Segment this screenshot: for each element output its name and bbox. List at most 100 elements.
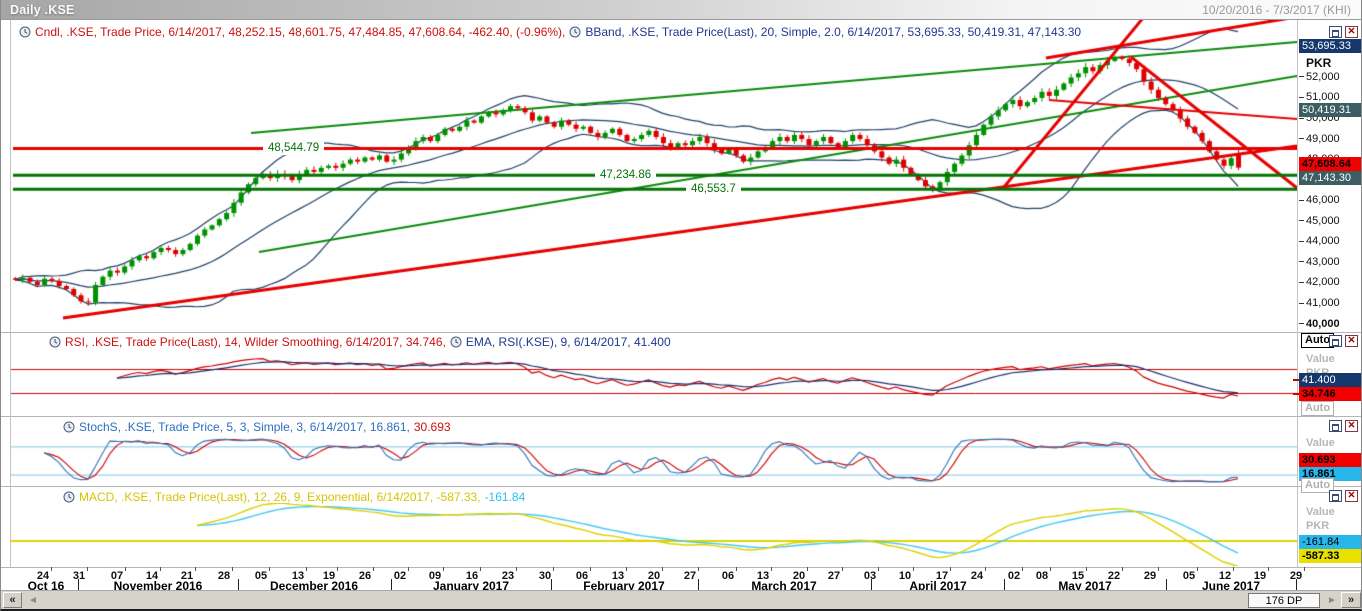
x-axis-tick-mark (807, 567, 808, 571)
panel-separator (1, 416, 1361, 417)
rsi-ema-legend-text[interactable]: EMA, RSI(.KSE), 9, 6/14/2017, 41.400 (465, 335, 671, 349)
stoch-autoscale-toggle[interactable]: Auto (1301, 478, 1335, 493)
rsi-ema-badge: 41.400 (1299, 373, 1361, 387)
x-axis-day-tick: 20 (792, 570, 806, 582)
rsi-value-badge: 34.746 (1299, 387, 1361, 401)
scroll-fast-back-button[interactable]: « (3, 592, 22, 608)
rsi-panel-controls: ✕ (1329, 335, 1358, 347)
bband-legend[interactable]: BBand, .KSE, Trade Price(Last), 20, Simp… (585, 25, 1082, 39)
macd-signal-legend-text[interactable]: -161.84 (484, 490, 526, 504)
axis-left-border (1297, 20, 1298, 567)
minimize-icon[interactable] (1329, 26, 1342, 38)
x-axis-tick-mark (985, 567, 986, 571)
stoch-panel-controls: ✕ (1329, 420, 1358, 432)
minimize-icon[interactable] (1329, 335, 1342, 347)
hline-label-1[interactable]: 48,544.79 (263, 142, 325, 155)
rsi-legend: RSI, .KSE, Trade Price(Last), 14, Wilder… (49, 335, 671, 349)
stoch-d-legend-text[interactable]: 30.693 (413, 420, 451, 434)
x-axis-tick-mark (842, 567, 843, 571)
panel-separator (1, 486, 1361, 487)
month-separator (698, 579, 699, 590)
stoch-chart-canvas[interactable] (11, 436, 1297, 485)
x-axis-day-tick: 02 (393, 570, 407, 582)
upper-band-badge: 53,695.33 (1299, 39, 1361, 53)
hline-label-2[interactable]: 47,234.86 (595, 169, 657, 182)
x-axis-day-tick: 29 (1289, 570, 1303, 582)
x-axis-month-label: November 2016 (113, 579, 203, 593)
x-axis-tick-mark (232, 567, 233, 571)
interval-clock-icon[interactable] (569, 26, 581, 38)
x-axis-month-label: May 2017 (1058, 579, 1112, 593)
x-axis-tick-mark (1304, 567, 1305, 571)
x-axis-day-tick: 14 (145, 570, 159, 582)
x-axis-month-label: Oct 16 (27, 579, 65, 593)
x-axis-day-tick: 05 (1182, 570, 1196, 582)
x-axis-day-tick: 15 (1071, 570, 1085, 582)
macd-value-label: Value (1306, 506, 1335, 518)
x-axis-day-tick: 24 (36, 570, 50, 582)
macd-value-badge: -587.33 (1299, 549, 1361, 563)
x-axis-month-label: April 2017 (909, 579, 967, 593)
x-axis-tick-mark (771, 567, 772, 571)
currency-label: PKR (1306, 56, 1332, 70)
x-axis-tick-mark (1197, 567, 1198, 571)
y-axis-tick: 42,000 (1299, 276, 1340, 289)
month-separator (1166, 579, 1167, 590)
x-axis-day-tick: 27 (683, 570, 697, 582)
macd-currency-label: PKR (1306, 520, 1330, 532)
scroll-step-forward-button[interactable]: ► (1327, 595, 1337, 606)
macd-chart-canvas[interactable] (11, 503, 1297, 566)
stoch-legend-text[interactable]: StochS, .KSE, Trade Price, 5, 3, Simple,… (79, 420, 410, 434)
x-axis-tick-mark (373, 567, 374, 571)
minimize-icon[interactable] (1329, 420, 1342, 432)
y-axis-tick: 43,000 (1299, 256, 1340, 269)
x-axis-day-tick: 19 (1253, 570, 1267, 582)
scroll-fast-forward-button[interactable]: » (1341, 592, 1361, 608)
close-icon[interactable]: ✕ (1345, 490, 1358, 502)
middle-band-badge: 50,419.31 (1299, 103, 1361, 117)
x-axis-tick-mark (1158, 567, 1159, 571)
interval-clock-icon[interactable] (19, 26, 31, 38)
x-axis-day-tick: 06 (721, 570, 735, 582)
data-points-box[interactable]: 176 DP (1248, 593, 1320, 608)
close-icon[interactable]: ✕ (1345, 420, 1358, 432)
x-axis-tick-mark (306, 567, 307, 571)
x-axis-tick-mark (480, 567, 481, 571)
chart-scrollbar[interactable]: « ◄ 176 DP ► » (1, 590, 1361, 609)
month-separator (871, 579, 872, 590)
rsi-autoscale-toggle[interactable]: Auto (1301, 401, 1335, 416)
x-axis-tick-mark (590, 567, 591, 571)
x-axis-day-tick: 10 (898, 570, 912, 582)
rsi-chart-canvas[interactable] (11, 350, 1297, 414)
x-axis-day-tick: 03 (863, 570, 877, 582)
window-title: Daily .KSE (10, 2, 75, 17)
interval-clock-icon[interactable] (63, 421, 75, 433)
x-axis-day-tick: 26 (358, 570, 372, 582)
interval-clock-icon[interactable] (49, 336, 61, 348)
x-axis-tick-mark (516, 567, 517, 571)
close-icon[interactable]: ✕ (1345, 335, 1358, 347)
x-axis-tick-mark (626, 567, 627, 571)
x-axis-tick-mark (1268, 567, 1269, 571)
scroll-step-back-button[interactable]: ◄ (28, 595, 38, 606)
hline-label-3[interactable]: 46,553.7 (686, 183, 741, 196)
x-axis-tick-mark (553, 567, 554, 571)
candle-legend[interactable]: Cndl, .KSE, Trade Price, 6/14/2017, 48,2… (35, 25, 566, 39)
close-icon[interactable]: ✕ (1345, 26, 1358, 38)
x-axis-month-label: March 2017 (751, 579, 817, 593)
x-axis-tick-mark (195, 567, 196, 571)
rsi-legend-text[interactable]: RSI, .KSE, Trade Price(Last), 14, Wilder… (65, 335, 446, 349)
interval-clock-icon[interactable] (63, 491, 75, 503)
x-axis-day-tick: 28 (217, 570, 231, 582)
x-axis-day-tick: 21 (180, 570, 194, 582)
x-axis-tick-mark (1050, 567, 1051, 571)
rsi-y-axis: 41.400 34.746 (1299, 352, 1361, 416)
x-axis-month-label: January 2017 (432, 579, 510, 593)
date-range-label: 10/20/2016 - 7/3/2017 (KHI) (1202, 2, 1351, 17)
main-autoscale-toggle[interactable]: Auto (1301, 333, 1335, 348)
interval-clock-icon[interactable] (450, 336, 462, 348)
y-axis-tick: 40,000 (1299, 318, 1340, 331)
minimize-icon[interactable] (1329, 490, 1342, 502)
macd-legend-text[interactable]: MACD, .KSE, Trade Price(Last), 12, 26, 9… (79, 490, 481, 504)
